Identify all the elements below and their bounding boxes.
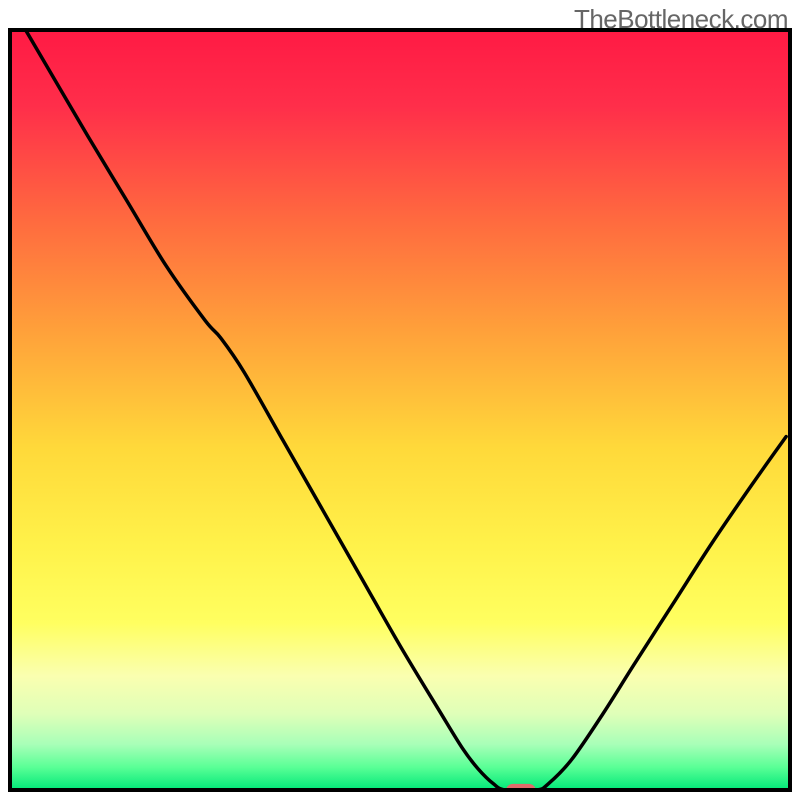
- gradient-background: [10, 30, 790, 790]
- chart-svg: [0, 0, 800, 800]
- watermark-text: TheBottleneck.com: [574, 4, 788, 35]
- bottleneck-chart: TheBottleneck.com: [0, 0, 800, 800]
